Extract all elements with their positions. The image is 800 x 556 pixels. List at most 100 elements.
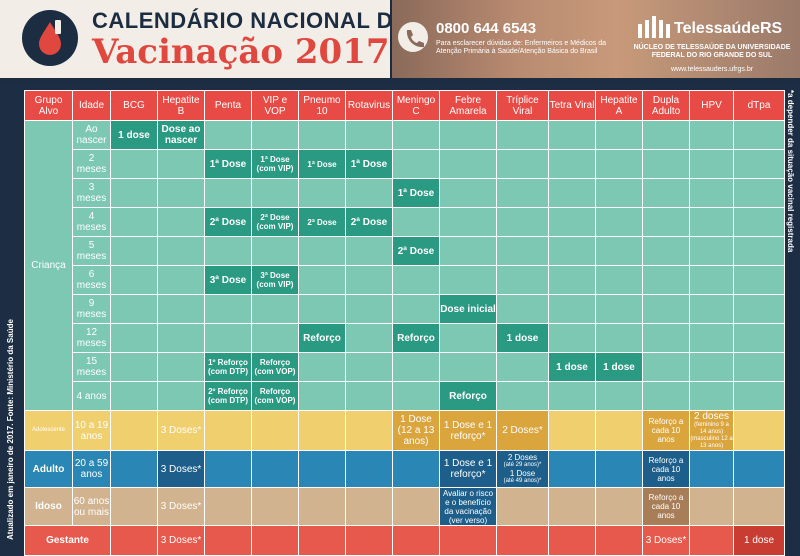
col-header: Penta [204,90,252,121]
age-cell: 4 meses [72,207,111,237]
source-note: Atualizado em janeiro de 2017. Fonte: Mi… [6,319,15,540]
title-banner: CALENDÁRIO NACIONAL DE Vacinação 2017 [0,0,408,78]
dose-cell: 2 Doses* [496,410,549,451]
col-header: Dupla Adulto [642,90,690,121]
col-header: Pneumo 10 [298,90,346,121]
dose-cell: 3 Doses* [157,487,205,526]
dose-cell: Reforço (com VOP) [251,352,299,382]
age-cell: 9 meses [72,294,111,324]
org-name: TelessaúdeRS [674,20,783,37]
dose-cell: 3 Doses* [642,525,690,556]
table-row: 3 meses 1ª Dose [25,178,785,208]
group-gestante: Gestante [24,525,111,556]
dose-cell: 3 Doses* [157,525,205,556]
col-header: Rotavirus [345,90,393,121]
vaccination-year-title: Vacinação 2017 [92,32,390,72]
table-row: 6 meses 3ª Dose 3ª Dose (com VIP) [25,265,785,295]
dose-note: (até 49 anos)* [503,478,542,484]
dose-note: (até 29 anos)* [503,462,542,468]
phone-description: Para esclarecer dúvidas de: Enfermeiros … [436,40,607,55]
vaccine-drop-icon [22,10,78,66]
triplice-cell: 2 Doses (até 29 anos)* 1 Dose (até 49 an… [496,450,549,488]
dose-cell: 1º Reforço (com DTP) [204,352,252,382]
header-row: Grupo Alvo Idade BCG Hepatite B Penta VI… [24,90,785,121]
dose-cell: 1 dose [496,323,549,353]
dose-cell: 2ª Dose [204,207,252,237]
group-adolescente: Adolescente [24,410,73,451]
col-header: Idade [72,90,111,121]
table-row: Adulto 20 a 59 anos 3 Doses* 1 Dose e 1 … [24,450,785,488]
dose-cell: 3 Doses* [157,450,205,488]
dose-cell: 1 dose [110,120,158,150]
table-row: 4 anos 2º Reforço (com DTP) Reforço (com… [25,381,785,411]
age-cell: 10 a 19 anos [72,410,111,451]
dose-cell: 3ª Dose [204,265,252,295]
dose-cell: 1 dose [733,525,785,556]
phone-number: 0800 644 6543 [436,20,537,37]
col-header: dTpa [733,90,785,121]
vaccination-calendar-table: Grupo Alvo Idade BCG Hepatite B Penta VI… [24,90,785,556]
dose-cell: Dose inicial [439,294,497,324]
hpv-cell: 2 doses (feminino 9 a 14 anos) (masculin… [689,410,734,451]
phone-icon [398,22,428,52]
col-header: VIP e VOP [251,90,299,121]
dose-cell: Reforço a cada 10 anos [642,410,690,451]
table-row: 4 meses 2ª Dose 2ª Dose (com VIP) 2ª Dos… [25,207,785,237]
table-row: Criança Ao nascer 1 dose Dose ao nascer [24,120,785,411]
age-cell: 20 a 59 anos [72,450,111,488]
dose-cell: 1 Dose [509,469,536,478]
dose-cell: 2ª Dose [345,207,393,237]
dose-cell: Reforço a cada 10 anos [642,450,690,488]
dose-cell: 2ª Dose (com VIP) [251,207,299,237]
dose-cell: 1 dose [595,352,643,382]
header-bar: CALENDÁRIO NACIONAL DE Vacinação 2017 08… [0,0,800,86]
col-header: HPV [689,90,734,121]
age-cell: 6 meses [72,265,111,295]
org-url[interactable]: www.telessauders.ufrgs.br [670,66,754,73]
age-cell: 5 meses [72,236,111,266]
age-cell: 15 meses [72,352,111,382]
dose-cell: 1 Dose e 1 reforço* [439,450,497,488]
age-cell: 12 meses [72,323,111,353]
dose-cell: Avaliar o risco e o benefício da vacinaç… [439,487,497,526]
dose-cell: 1ª Dose (com VIP) [251,149,299,179]
col-header: Meningo C [392,90,440,121]
dose-cell: Reforço [439,381,497,411]
contact-banner [392,0,800,78]
dose-note: (feminino 9 a 14 anos) (masculino 12 a 1… [690,422,733,449]
dose-cell: 2º Reforço (com DTP) [204,381,252,411]
col-header: Grupo Alvo [24,90,73,121]
age-cell: 60 anos ou mais [72,487,111,526]
table-row: 5 meses 2ª Dose [25,236,785,266]
dose-cell: Reforço [298,323,346,353]
group-adulto: Adulto [24,450,73,488]
col-header: Febre Amarela [439,90,497,121]
col-header: Tríplice Viral [496,90,549,121]
telessaude-logo-icon [636,16,670,38]
col-header: Hepatite B [157,90,205,121]
dose-cell: 2 doses [693,411,730,423]
dose-cell: 1 Dose e 1 reforço* [439,410,497,451]
col-header: BCG [110,90,158,121]
dose-cell: 1ª Dose [392,178,440,208]
dose-cell: Dose ao nascer [157,120,205,150]
dose-cell: 2ª Dose [392,236,440,266]
age-cell: 4 anos [72,381,111,411]
dose-cell: Reforço (com VOP) [251,381,299,411]
table-row: 2 meses 1ª Dose 1ª Dose (com VIP) 1ª Dos… [25,149,785,179]
age-cell: 3 meses [72,178,111,208]
dose-cell: Reforço a cada 10 anos [642,487,690,526]
table-row: 9 meses Dose inicial [25,294,785,324]
org-description: NÚCLEO DE TELESSAÚDE DA UNIVERSIDADE FED… [633,44,791,59]
dose-cell: 1ª Dose [204,149,252,179]
dose-cell: 2 Doses [507,453,538,462]
dose-cell: 1 Dose (12 a 13 anos) [392,410,440,451]
col-header: Tetra Viral [548,90,596,121]
age-cell: Ao nascer [72,120,111,150]
table-row: Idoso 60 anos ou mais 3 Doses* Avaliar o… [24,487,785,526]
dose-cell: 1ª Dose [345,149,393,179]
dose-cell: 1 dose [548,352,596,382]
group-idoso: Idoso [24,487,73,526]
dose-cell: 1ª Dose [298,149,346,179]
table-row: 15 meses 1º Reforço (com DTP) Reforço (c… [25,352,785,382]
